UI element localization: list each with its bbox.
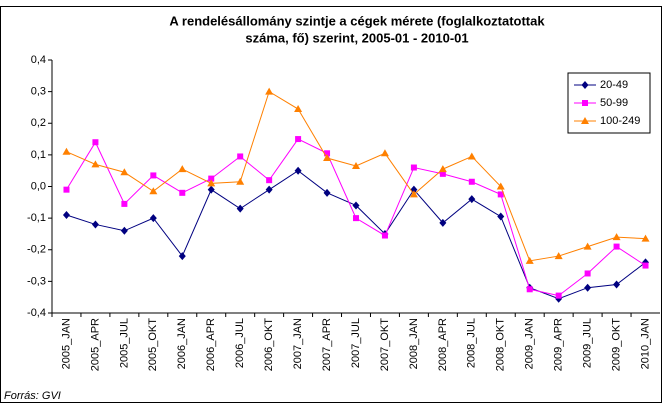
x-tick-label: 2006_OKT	[263, 318, 275, 371]
y-tick-label: 0,3	[31, 86, 46, 98]
data-point	[63, 186, 70, 193]
x-tick-label: 2008_JAN	[408, 318, 420, 369]
y-tick-label: -0,1	[27, 212, 46, 224]
x-tick-label: 2009_JAN	[524, 318, 536, 369]
legend-marker	[581, 117, 589, 124]
data-point	[121, 200, 128, 207]
data-point	[92, 139, 99, 146]
data-point	[207, 179, 216, 187]
source: Forrás: GVI	[4, 390, 61, 402]
x-tick-label: 2007_APR	[321, 318, 333, 371]
data-point	[208, 175, 215, 182]
x-tick-label: 2005_JAN	[60, 318, 72, 369]
chart-frame	[0, 6, 662, 403]
data-point	[526, 286, 533, 293]
x-tick-label: 2009_OKT	[610, 318, 622, 371]
legend-marker	[581, 81, 589, 89]
data-point	[295, 136, 302, 143]
data-point	[353, 215, 359, 222]
y-tick-label: 0,0	[31, 180, 46, 192]
data-point	[178, 252, 186, 261]
data-point	[613, 280, 621, 289]
data-point	[207, 185, 215, 194]
y-tick-label: -0,4	[27, 307, 46, 319]
x-tick-label: 2009_APR	[553, 318, 565, 371]
x-tick-label: 2005_JUL	[118, 318, 130, 368]
legend-label: 20-49	[600, 79, 628, 91]
data-point	[62, 210, 70, 219]
data-point	[324, 150, 331, 157]
x-tick-label: 2007_JUL	[350, 318, 362, 368]
chart-title: száma, fő) szerint, 2005-01 - 2010-01	[245, 30, 468, 45]
data-point	[323, 154, 332, 162]
x-tick-label: 2008_OKT	[495, 318, 507, 371]
data-point	[323, 188, 331, 197]
data-point	[294, 105, 303, 113]
data-point	[439, 218, 447, 227]
chart-title: A rendelésállomány szintje a cégek méret…	[169, 13, 545, 28]
data-point	[642, 262, 649, 269]
y-tick-label: -0,3	[27, 275, 46, 287]
y-tick-label: 0,2	[31, 117, 46, 129]
data-point	[497, 212, 505, 221]
data-point	[236, 204, 244, 213]
x-tick-label: 2005_APR	[89, 318, 101, 371]
data-point	[120, 168, 129, 176]
y-tick-label: -0,2	[27, 244, 46, 256]
legend-marker	[582, 100, 588, 106]
data-point	[525, 256, 534, 264]
x-tick-label: 2010_JAN	[639, 318, 651, 369]
data-point	[555, 292, 562, 299]
data-point	[438, 165, 447, 173]
data-point	[352, 161, 360, 169]
x-tick-label: 2009_JUL	[582, 318, 594, 368]
data-point	[381, 232, 388, 239]
data-point	[496, 182, 505, 190]
data-point	[409, 190, 418, 198]
data-point	[179, 189, 186, 196]
data-point	[612, 233, 621, 241]
data-point	[613, 243, 620, 250]
data-point	[294, 166, 302, 175]
x-tick-label: 2006_JAN	[176, 318, 188, 369]
data-point	[641, 234, 650, 242]
data-point	[62, 147, 71, 155]
x-tick-label: 2007_OKT	[379, 318, 391, 371]
data-point	[236, 177, 245, 185]
data-point	[120, 226, 128, 235]
data-point	[497, 191, 504, 198]
data-point	[265, 87, 274, 95]
x-tick-label: 2008_JUL	[466, 318, 478, 368]
data-point	[91, 160, 100, 168]
x-tick-label: 2008_APR	[437, 318, 449, 371]
y-tick-label: 0,1	[31, 149, 46, 161]
data-point	[178, 165, 187, 173]
data-point	[410, 164, 417, 171]
data-point	[237, 153, 244, 160]
data-point	[468, 195, 476, 204]
data-point	[380, 149, 389, 157]
x-tick-label: 2006_JUL	[234, 318, 246, 368]
x-tick-label: 2006_APR	[205, 318, 217, 371]
data-point	[584, 270, 591, 277]
data-point	[584, 283, 592, 292]
data-point	[468, 178, 475, 185]
data-point	[265, 185, 273, 194]
data-point	[439, 170, 446, 177]
data-point	[149, 187, 158, 195]
data-point	[352, 201, 360, 210]
data-point	[554, 252, 563, 260]
data-point	[266, 177, 273, 184]
legend-label: 50-99	[600, 97, 628, 109]
x-tick-label: 2007_JAN	[292, 318, 304, 369]
data-point	[149, 214, 157, 223]
legend-label: 100-249	[600, 115, 640, 127]
data-point	[583, 242, 592, 250]
data-point	[91, 220, 99, 229]
data-point	[467, 152, 476, 160]
y-tick-label: 0,4	[31, 54, 46, 66]
data-point	[150, 172, 157, 179]
x-tick-label: 2005_OKT	[147, 318, 159, 371]
